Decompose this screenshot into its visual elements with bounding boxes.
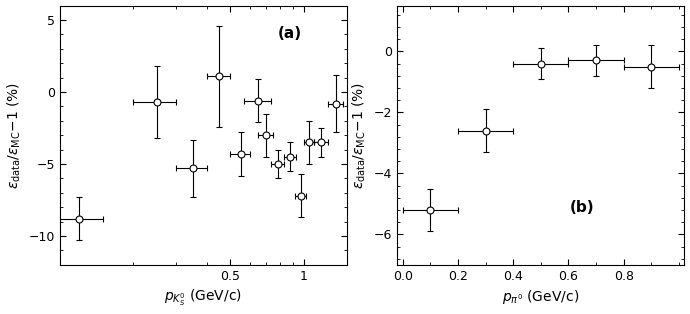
X-axis label: $p_{\pi^0}$ (GeV/c): $p_{\pi^0}$ (GeV/c) — [502, 288, 580, 306]
X-axis label: $p_{K_S^0}$ (GeV/c): $p_{K_S^0}$ (GeV/c) — [164, 288, 242, 308]
Y-axis label: $\varepsilon_{\rm data}/\varepsilon_{\rm MC}$$-1$ (%): $\varepsilon_{\rm data}/\varepsilon_{\rm… — [351, 82, 368, 189]
Text: (b): (b) — [569, 200, 594, 215]
Text: (a): (a) — [278, 26, 302, 41]
Y-axis label: $\varepsilon_{\rm data}/\varepsilon_{\rm MC}$$-1$ (%): $\varepsilon_{\rm data}/\varepsilon_{\rm… — [6, 82, 23, 189]
